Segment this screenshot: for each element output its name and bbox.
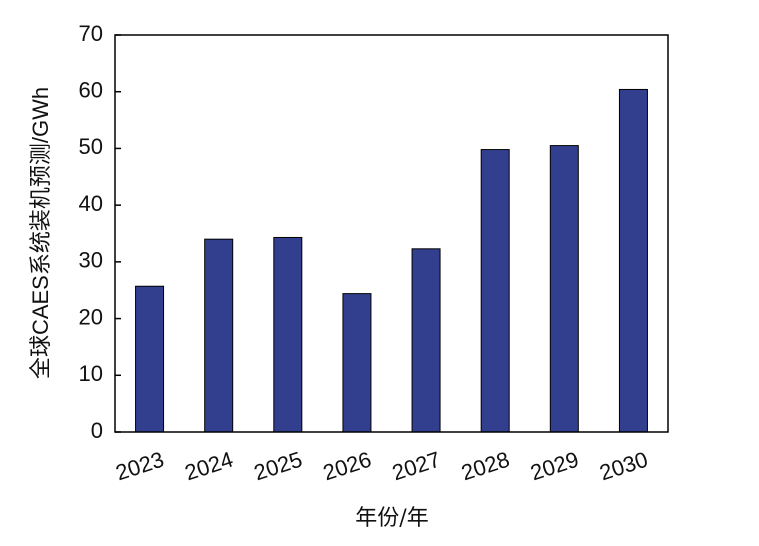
x-tick-label: 2023 — [113, 447, 167, 486]
bar — [204, 238, 234, 433]
bar — [549, 145, 579, 433]
y-tick-label: 10 — [79, 361, 103, 386]
y-axis-label: 全球CAES系统装机预测/GWh — [28, 87, 53, 379]
y-tick-label: 60 — [79, 78, 103, 103]
plot-frame — [114, 34, 669, 433]
x-tick-label: 2026 — [320, 447, 374, 486]
bar — [342, 293, 372, 433]
x-axis-label: 年份/年 — [355, 506, 428, 531]
bar — [135, 285, 165, 433]
x-tick-label: 2024 — [182, 447, 236, 486]
x-tick-label: 2030 — [596, 447, 650, 486]
y-tick-label: 20 — [79, 304, 103, 329]
x-tick-label: 2029 — [527, 447, 581, 486]
bar — [618, 88, 648, 433]
y-tick-label: 40 — [79, 191, 103, 216]
bar — [411, 248, 441, 433]
y-tick-label: 0 — [91, 418, 103, 443]
y-tick-label: 50 — [79, 134, 103, 159]
y-tick-label: 30 — [79, 248, 103, 273]
bar — [273, 236, 303, 433]
x-tick-label: 2028 — [458, 447, 512, 486]
x-tick-label: 2025 — [251, 447, 305, 486]
bar — [480, 149, 510, 433]
x-tick-label: 2027 — [389, 447, 443, 486]
y-tick-label: 70 — [79, 21, 103, 46]
